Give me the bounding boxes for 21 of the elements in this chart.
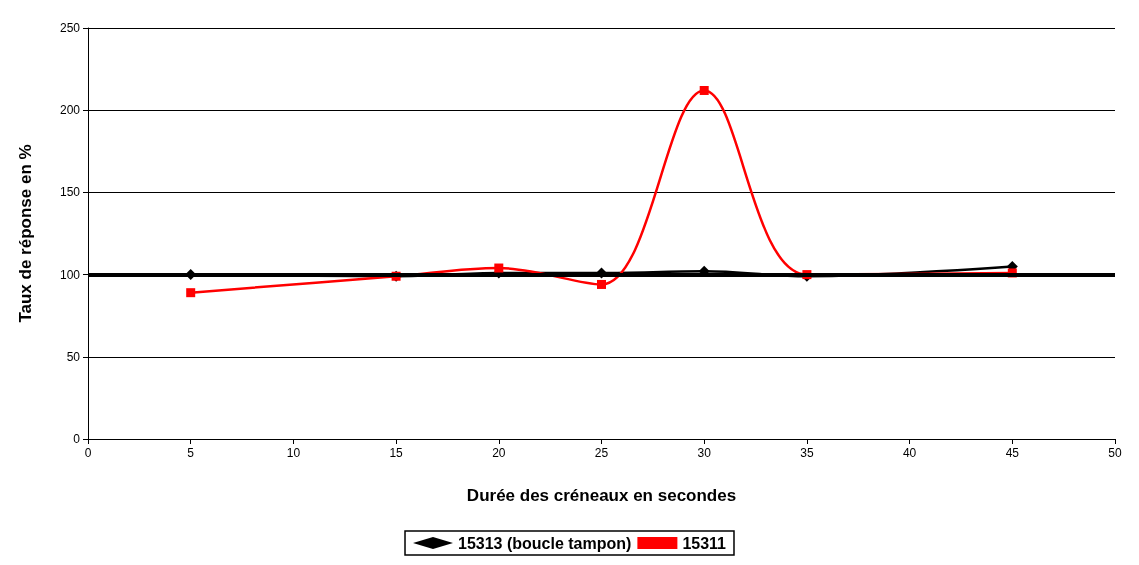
legend-label: 15311 xyxy=(682,534,727,552)
x-tick-label: 40 xyxy=(902,446,917,460)
y-tick-label: 50 xyxy=(66,349,81,364)
y-tick-label: 200 xyxy=(59,103,81,118)
x-tick-label: 50 xyxy=(1108,446,1122,460)
legend-label: 15313 (boucle tampon) xyxy=(458,534,632,552)
x-tick-label: 5 xyxy=(187,446,195,460)
y-axis-title: Taux de réponse en % xyxy=(16,144,35,323)
y-tick-label: 150 xyxy=(59,185,81,200)
x-tick-label: 15 xyxy=(389,446,404,460)
x-tick-label: 10 xyxy=(286,446,301,460)
x-axis-title: Durée des créneaux en secondes xyxy=(466,486,737,505)
y-tick-label: 250 xyxy=(59,21,81,35)
y-tick-label: 100 xyxy=(59,267,81,282)
y-tick-label: 0 xyxy=(73,432,81,446)
x-tick-label: 45 xyxy=(1005,446,1020,460)
x-tick-label: 25 xyxy=(594,446,609,460)
x-tick-label: 20 xyxy=(492,446,506,460)
x-tick-label: 35 xyxy=(800,446,814,460)
x-tick-label: 0 xyxy=(84,446,92,460)
x-tick-label: 30 xyxy=(697,446,712,460)
